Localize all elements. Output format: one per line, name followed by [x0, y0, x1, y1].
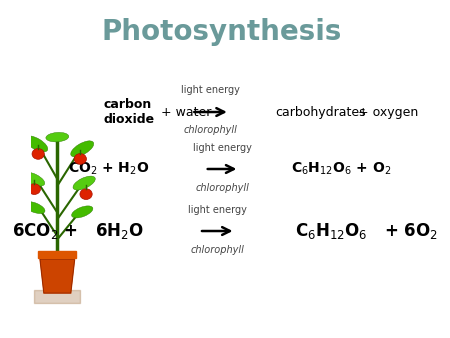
Text: CO$_2$ + H$_2$O: CO$_2$ + H$_2$O	[68, 161, 149, 177]
Text: + oxygen: + oxygen	[358, 105, 419, 119]
Text: chlorophyll: chlorophyll	[184, 125, 238, 136]
Ellipse shape	[73, 176, 95, 190]
Ellipse shape	[72, 206, 93, 218]
Text: 6CO$_2$ +   6H$_2$O: 6CO$_2$ + 6H$_2$O	[12, 221, 144, 241]
Text: chlorophyll: chlorophyll	[195, 183, 249, 193]
Circle shape	[28, 184, 40, 194]
Ellipse shape	[24, 201, 45, 214]
Text: C$_6$H$_{12}$O$_6$   + 6O$_2$: C$_6$H$_{12}$O$_6$ + 6O$_2$	[295, 221, 438, 241]
Ellipse shape	[46, 132, 69, 142]
Circle shape	[32, 149, 44, 159]
Circle shape	[74, 153, 86, 164]
Text: + water: + water	[161, 105, 211, 119]
Polygon shape	[40, 260, 75, 293]
Text: light energy: light energy	[188, 205, 247, 215]
Text: chlorophyll: chlorophyll	[190, 245, 244, 255]
Text: C$_6$H$_{12}$O$_6$ + O$_2$: C$_6$H$_{12}$O$_6$ + O$_2$	[291, 161, 392, 177]
Circle shape	[80, 189, 92, 199]
Text: carbon
dioxide: carbon dioxide	[104, 98, 154, 126]
Text: light energy: light energy	[193, 143, 252, 153]
Text: carbohydrates: carbohydrates	[276, 105, 366, 119]
Text: light energy: light energy	[181, 85, 240, 95]
Polygon shape	[38, 251, 76, 258]
Ellipse shape	[25, 136, 48, 152]
Ellipse shape	[71, 141, 94, 157]
Text: Photosynthesis: Photosynthesis	[102, 18, 342, 46]
Ellipse shape	[22, 172, 45, 186]
